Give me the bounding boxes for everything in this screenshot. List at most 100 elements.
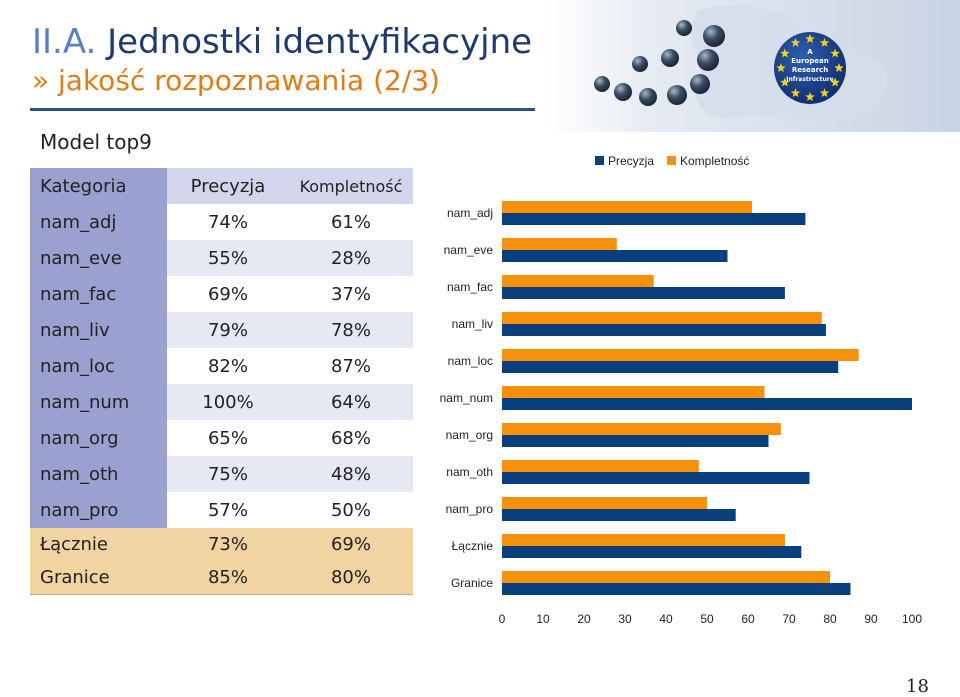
logo-text-2: European [791,57,829,65]
cell-kompletnosc: 69% [289,528,413,561]
bar-kompletnosc [502,534,785,546]
cell-category: nam_oth [30,456,167,492]
x-tick-label: 90 [864,612,878,626]
cell-category: Granice [30,561,167,595]
bar-kompletnosc [502,571,830,583]
cell-precyzja: 100% [167,384,289,420]
cell-kompletnosc: 37% [289,276,413,312]
cell-kompletnosc: 78% [289,312,413,348]
bar-precyzja [502,250,728,262]
category-label: nam_num [440,391,493,405]
logo-text-4: Infrastructure [786,76,834,83]
bar-precyzja [502,361,839,373]
eu-star [776,63,786,73]
eu-star [790,88,801,98]
title-main: Jednostki identyfikacyjne [107,22,533,62]
eu-star [805,34,815,44]
eu-star [830,77,840,87]
table-summary-row: Łącznie 73% 69% [30,528,413,561]
x-tick-label: 70 [782,612,796,626]
logo-text-3: Research [792,66,828,74]
bar-precyzja [502,435,769,447]
eu-star [819,37,830,47]
cell-precyzja: 57% [167,492,289,528]
cell-precyzja: 82% [167,348,289,384]
page-number: 18 [906,676,929,697]
header-kategoria: Kategoria [30,168,167,204]
table-row: nam_fac 69% 37% [30,276,413,312]
category-label: nam_adj [447,206,493,220]
table-row: nam_adj 74% 61% [30,204,413,240]
legend-swatch [667,156,676,165]
bar-kompletnosc [502,497,707,509]
bar-precyzja [502,398,912,410]
table-row: nam_org 65% 68% [30,420,413,456]
eu-star [780,77,790,87]
bar-kompletnosc [502,201,753,213]
bar-kompletnosc [502,460,699,472]
table-row: nam_oth 75% 48% [30,456,413,492]
category-label: Łącznie [452,539,494,553]
cell-category: nam_org [30,420,167,456]
bar-precyzja [502,509,736,521]
category-label: Granice [451,576,493,590]
cell-precyzja: 65% [167,420,289,456]
cell-precyzja: 79% [167,312,289,348]
eu-star [805,92,815,102]
category-label: nam_loc [448,354,493,368]
logo-banner: A European Research Infrastructure [548,0,960,132]
bar-kompletnosc [502,312,822,324]
table-row: nam_loc 82% 87% [30,348,413,384]
cell-kompletnosc: 68% [289,420,413,456]
cell-precyzja: 75% [167,456,289,492]
slide-subtitle: » jakość rozpoznawania (2/3) [32,64,440,97]
x-tick-label: 20 [577,612,591,626]
cell-category: nam_fac [30,276,167,312]
eu-star [790,37,801,47]
category-label: nam_oth [446,465,493,479]
table-row: nam_liv 79% 78% [30,312,413,348]
cell-category: nam_liv [30,312,167,348]
table-row: nam_pro 57% 50% [30,492,413,528]
category-label: nam_liv [452,317,493,331]
legend-label: Kompletność [680,154,749,168]
bar-precyzja [502,546,802,558]
cell-kompletnosc: 48% [289,456,413,492]
table-summary-row: Granice 85% 80% [30,561,413,595]
table-row: nam_num 100% 64% [30,384,413,420]
category-label: nam_eve [444,243,494,257]
logo-text-1: A [807,48,813,56]
eu-star [819,88,830,98]
bar-precyzja [502,213,806,225]
cell-category: nam_loc [30,348,167,384]
bar-kompletnosc [502,349,859,361]
bar-kompletnosc [502,386,765,398]
cell-precyzja: 69% [167,276,289,312]
cell-category: nam_adj [30,204,167,240]
cell-kompletnosc: 64% [289,384,413,420]
title-prefix: II.A. [32,22,97,62]
bar-kompletnosc [502,423,781,435]
category-label: nam_pro [446,502,494,516]
legend-label: Precyzja [608,154,654,168]
cell-category: nam_eve [30,240,167,276]
x-tick-label: 0 [499,612,506,626]
bar-chart: Precyzja Kompletność nam_adj nam_eve nam_fac… [440,154,923,626]
header-kompletnosc: Kompletność [289,168,413,204]
cell-kompletnosc: 28% [289,240,413,276]
table-row: nam_eve 55% 28% [30,240,413,276]
cell-kompletnosc: 80% [289,561,413,595]
legend-swatch [595,156,604,165]
cell-category: nam_num [30,384,167,420]
category-label: nam_org [446,428,493,442]
table-header-row: Kategoria Precyzja Kompletność [30,168,413,204]
slide-title: II.A. Jednostki identyfikacyjne [32,22,532,62]
x-tick-label: 60 [741,612,755,626]
cell-category: nam_pro [30,492,167,528]
model-label: Model top9 [40,130,152,154]
cell-precyzja: 73% [167,528,289,561]
cell-category: Łącznie [30,528,167,561]
x-tick-label: 80 [823,612,837,626]
results-table: Kategoria Precyzja Kompletność nam_adj 74… [30,168,413,595]
x-tick-label: 50 [700,612,714,626]
